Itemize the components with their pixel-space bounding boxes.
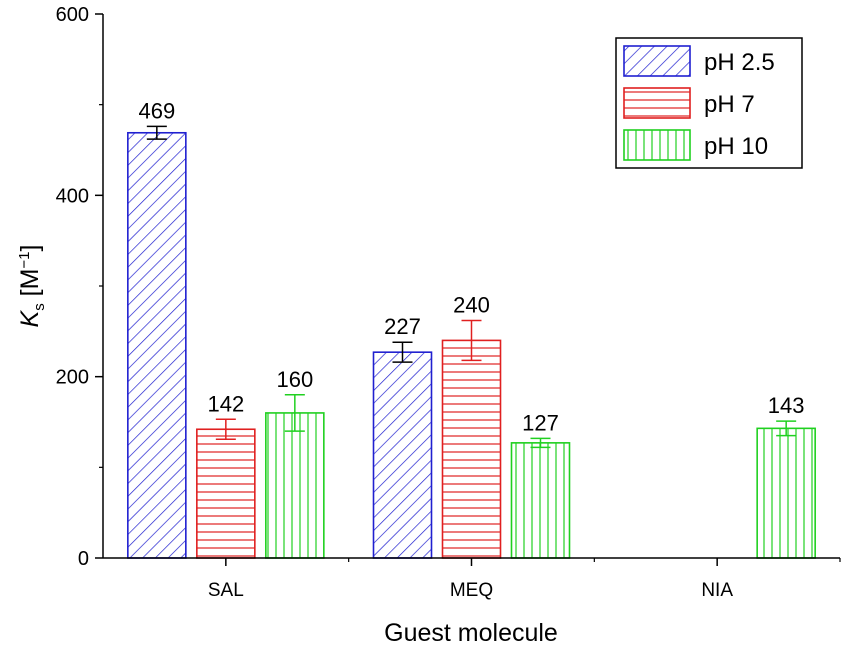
- y-tick-label: 400: [56, 185, 89, 207]
- x-axis-label: Guest molecule: [384, 619, 558, 647]
- y-axis-label-unit-exp: −1: [16, 251, 33, 268]
- x-tick-label: SAL: [208, 580, 244, 601]
- x-tick-label: MEQ: [450, 580, 493, 601]
- data-labels-layer: 469 227 142 240 160 127 143: [138, 98, 804, 435]
- legend-swatch: [623, 87, 691, 119]
- bar-value-label: 160: [276, 367, 313, 392]
- bar-value-label: 142: [207, 391, 244, 416]
- legend-label: pH 10: [704, 133, 768, 160]
- y-axis-label-unit-close: ]: [16, 245, 44, 252]
- y-tick-label: 600: [56, 4, 89, 26]
- svg-text:Ks [M−1]: Ks [M−1]: [16, 245, 48, 328]
- x-ticks: SAL MEQ NIA: [208, 558, 841, 601]
- legend: pH 2.5 pH 7 pH 10: [615, 37, 803, 169]
- y-tick-label: 0: [78, 548, 89, 570]
- legend-label: pH 7: [704, 91, 755, 118]
- y-axis-label-main: K: [16, 309, 44, 327]
- y-axis-label-sub: s: [31, 303, 48, 311]
- bar-value-label: 469: [138, 98, 175, 123]
- bar: [372, 351, 433, 559]
- legend-swatch: [623, 45, 691, 77]
- y-tick-label: 200: [56, 367, 89, 389]
- bar: [756, 427, 816, 559]
- y-axis-label: Ks [M−1]: [16, 245, 48, 328]
- bars-layer: [127, 131, 816, 559]
- legend-label: pH 2.5: [704, 49, 775, 76]
- bar-value-label: 127: [522, 410, 559, 435]
- bar-value-label: 143: [768, 393, 805, 418]
- bar: [196, 428, 256, 559]
- y-ticks: 0 200 400 600: [56, 4, 103, 570]
- bar-value-label: 240: [453, 292, 490, 317]
- x-tick-label: NIA: [701, 580, 733, 601]
- bar: [510, 442, 571, 559]
- error-bars-layer: [146, 125, 797, 449]
- y-axis-label-unit-open: [M: [16, 269, 44, 304]
- bar: [441, 339, 502, 559]
- bar-value-label: 227: [384, 314, 421, 339]
- legend-swatch: [623, 129, 691, 161]
- bar: [127, 131, 187, 559]
- bar: [265, 412, 325, 559]
